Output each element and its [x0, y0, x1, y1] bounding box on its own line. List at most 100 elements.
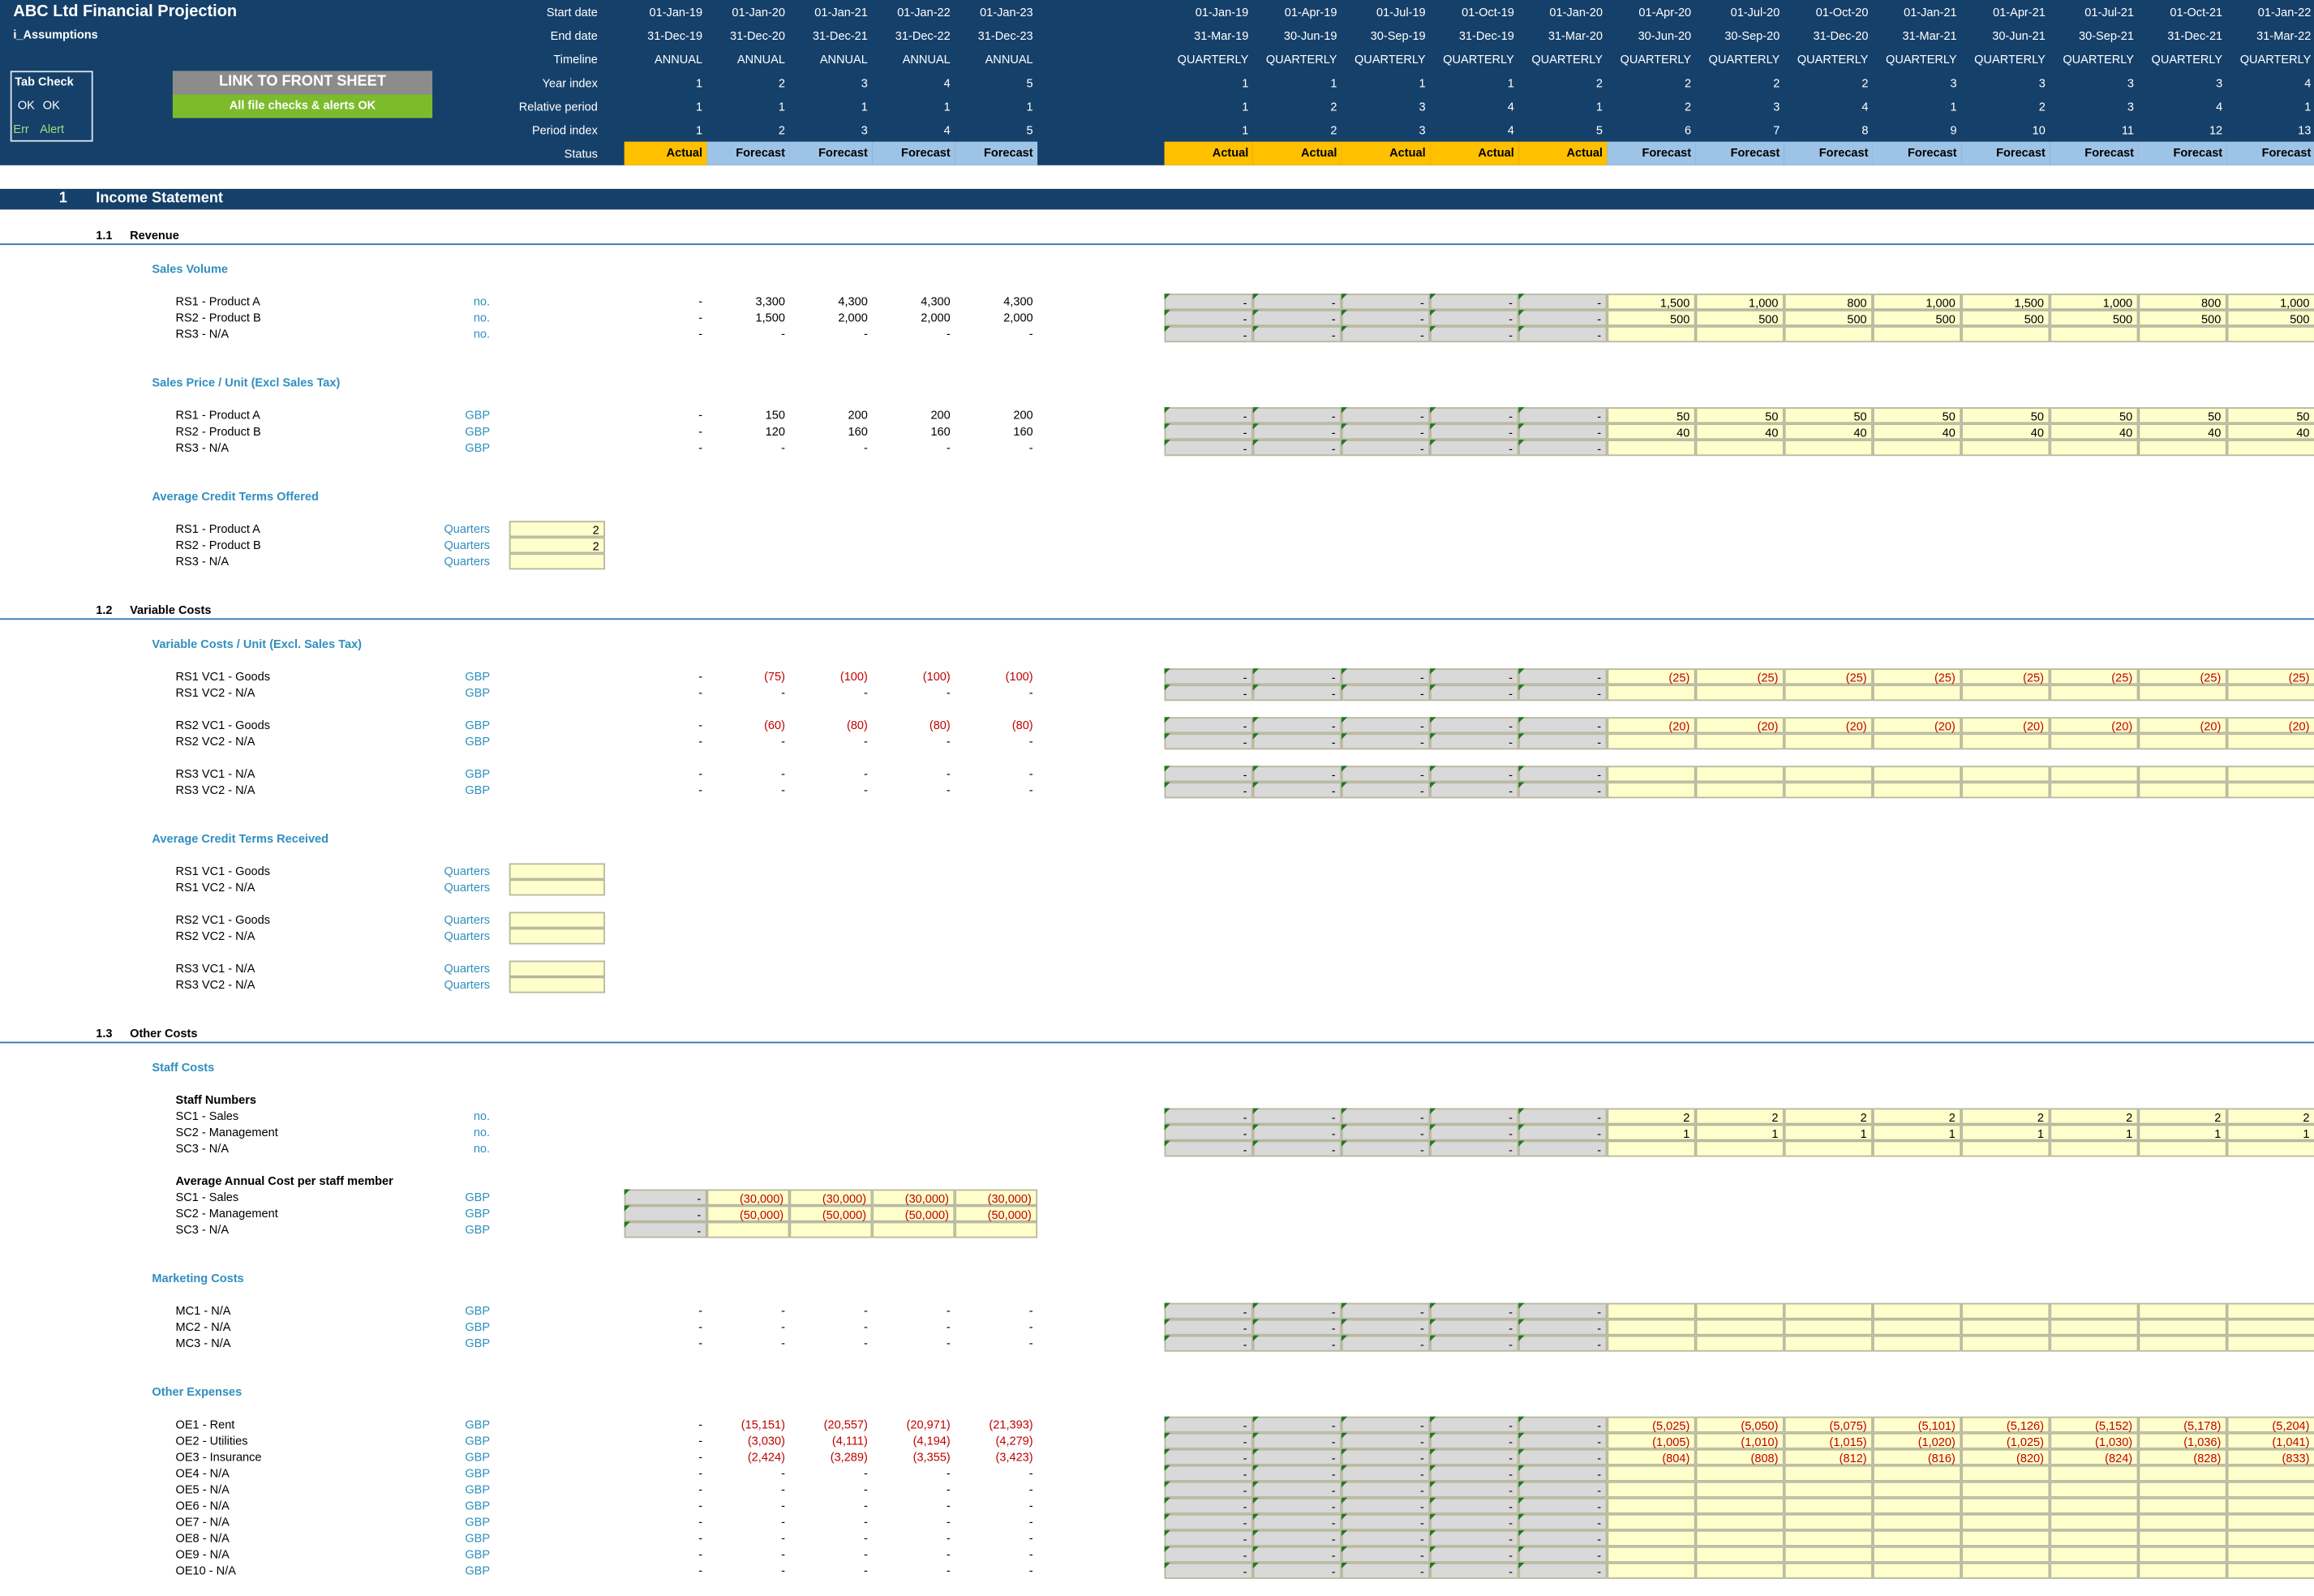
input-cell	[1695, 781, 1784, 798]
input-cell: 1	[1872, 1123, 1962, 1140]
group-title: Average Credit Terms Received	[152, 831, 329, 845]
value-cell: (2,424)	[747, 1449, 785, 1464]
input-cell: 1,500	[1961, 293, 2050, 310]
input-cell: -	[1252, 325, 1342, 342]
link-button[interactable]: LINK TO FRONT SHEET	[172, 71, 433, 95]
comment-flag	[1164, 1107, 1170, 1113]
input-cell: -	[1252, 1561, 1342, 1578]
input-cell: -	[1341, 1448, 1431, 1465]
value-cell: -	[1028, 1498, 1033, 1512]
input-cell: -	[1252, 1496, 1342, 1513]
timeline-cell: 2	[1330, 122, 1337, 137]
input-cell: 500	[2138, 309, 2227, 326]
subsection-rule	[0, 243, 2314, 246]
input-cell: -	[1252, 1318, 1342, 1335]
value-cell: -	[781, 685, 785, 699]
input-cell: -	[1252, 293, 1342, 310]
value-cell: -	[781, 734, 785, 748]
input-cell	[2226, 732, 2314, 749]
comment-flag	[1430, 423, 1436, 429]
input-cell	[1872, 684, 1962, 701]
comment-flag	[1252, 293, 1260, 299]
timeline-cell: 1	[695, 75, 703, 90]
input-cell: -	[1252, 684, 1342, 701]
comment-flag	[1341, 1464, 1348, 1471]
timeline-cell: 5	[1026, 122, 1033, 137]
group-title: Staff Costs	[152, 1060, 215, 1074]
input-cell	[1784, 1545, 1873, 1562]
timeline-cell: 11	[2121, 122, 2134, 137]
input-cell: 1,500	[1607, 293, 1696, 310]
input-cell	[1961, 765, 2050, 782]
timeline-cell: 1	[1330, 75, 1337, 90]
input-cell	[1695, 1529, 1784, 1546]
subsection-title: Other Costs	[130, 1026, 198, 1040]
input-cell: 2	[2138, 1107, 2227, 1124]
input-cell	[872, 1221, 955, 1238]
comment-flag	[1252, 309, 1260, 315]
value-cell: -	[1028, 1319, 1033, 1333]
value-cell: -	[1028, 783, 1033, 796]
input-cell	[1961, 1464, 2050, 1481]
comment-flag	[1430, 1415, 1436, 1422]
comment-flag	[1164, 309, 1170, 315]
input-cell: -	[1164, 1107, 1253, 1124]
input-cell	[1961, 1318, 2050, 1335]
value-cell: 2,000	[921, 311, 951, 324]
input-cell	[1695, 1512, 1784, 1530]
value-cell: -	[1028, 1465, 1033, 1480]
comment-flag	[1430, 765, 1436, 771]
comment-flag	[1341, 732, 1348, 739]
timeline-cell: 4	[1507, 122, 1514, 137]
input-cell: 1,000	[1872, 293, 1962, 310]
input-cell: 1	[2226, 1123, 2314, 1140]
input-cell	[1695, 1545, 1784, 1562]
input-cell: (20)	[1607, 716, 1696, 733]
row-label: MC2 - N/A	[175, 1319, 231, 1333]
unit: Quarters	[444, 538, 491, 551]
unit: GBP	[465, 1482, 491, 1496]
input-cell: (30,000)	[872, 1188, 955, 1205]
comment-flag	[1252, 781, 1260, 787]
comment-flag	[1341, 439, 1348, 445]
input-cell: -	[1252, 1415, 1342, 1432]
input-cell	[1784, 439, 1873, 456]
input-cell	[1961, 1545, 2050, 1562]
input-cell	[1872, 325, 1962, 342]
input-cell: -	[1252, 1107, 1342, 1124]
input-cell	[1607, 1302, 1696, 1319]
value-cell: 2,000	[1003, 311, 1033, 324]
input-cell	[1695, 1139, 1784, 1156]
timeline-cell: 31-Mar-19	[1194, 28, 1249, 42]
input-cell: -	[624, 1188, 707, 1205]
timeline-cell: 31-Mar-22	[2256, 28, 2312, 42]
timeline-cell: 01-Jul-21	[2084, 5, 2134, 19]
input-cell	[1607, 781, 1696, 798]
input-cell: 50	[1695, 406, 1784, 423]
timeline-cell: 9	[1950, 122, 1957, 137]
input-cell: 40	[1695, 423, 1784, 440]
timeline-cell: 31-Dec-19	[1458, 28, 1514, 42]
input-cell: -	[1430, 1334, 1519, 1351]
input-cell: 2	[1607, 1107, 1696, 1124]
input-cell: -	[1430, 1480, 1519, 1497]
status-cell: Forecast	[789, 141, 873, 165]
row-label: RS2 VC2 - N/A	[175, 929, 255, 942]
timeline-cell: 01-Oct-20	[1815, 5, 1869, 19]
input-cell: -	[1518, 1334, 1608, 1351]
input-cell: -	[1252, 439, 1342, 456]
input-cell: (808)	[1695, 1448, 1784, 1465]
input-cell	[1961, 781, 2050, 798]
input-cell	[789, 1221, 873, 1238]
unit: GBP	[465, 1303, 491, 1317]
input-cell: -	[1518, 325, 1608, 342]
comment-flag	[1341, 406, 1348, 413]
input-cell: -	[1430, 716, 1519, 733]
input-cell: -	[1164, 1529, 1253, 1546]
value-cell: -	[946, 1563, 951, 1577]
comment-flag	[1164, 684, 1170, 690]
input-cell: (5,075)	[1784, 1415, 1873, 1432]
value-cell: -	[781, 1303, 785, 1317]
input-cell: -	[1430, 1529, 1519, 1546]
input-cell: -	[1518, 1561, 1608, 1578]
